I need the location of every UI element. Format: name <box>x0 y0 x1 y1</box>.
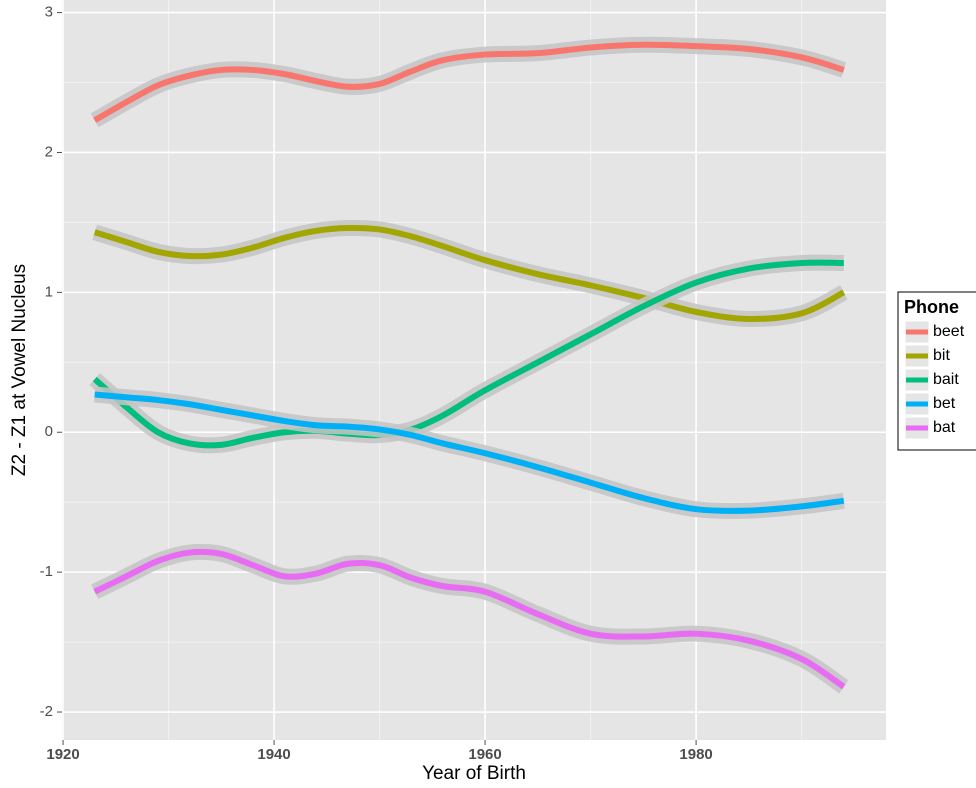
series-line <box>93 41 845 123</box>
y-tick-label: 0 <box>45 423 53 440</box>
legend: Phone beet bit bait bet bat <box>897 291 976 451</box>
legend-label: bait <box>933 371 959 388</box>
x-tick-label: 1980 <box>679 746 712 763</box>
legend-label: bit <box>933 347 950 364</box>
x-tick-label: 1920 <box>46 746 79 763</box>
series-line <box>94 391 845 514</box>
legend-label: beet <box>933 323 965 340</box>
legend-label: bet <box>933 395 956 412</box>
y-tick-label: -1 <box>40 563 53 580</box>
legend-title: Phone <box>904 297 959 317</box>
y-tick-label: -2 <box>40 703 53 720</box>
y-tick-label: 2 <box>45 143 53 160</box>
plot-panel <box>62 0 886 740</box>
y-tick-label: 3 <box>45 4 53 21</box>
y-axis-title: Z2 - Z1 at Vowel Nucleus <box>9 264 30 476</box>
legend-label: bat <box>933 419 956 436</box>
x-tick-label: 1940 <box>257 746 290 763</box>
x-axis-title: Year of Birth <box>422 763 526 784</box>
series-line <box>93 224 846 322</box>
series-line <box>93 548 846 690</box>
x-tick-label: 1960 <box>468 746 501 763</box>
y-tick-label: 1 <box>45 283 53 300</box>
